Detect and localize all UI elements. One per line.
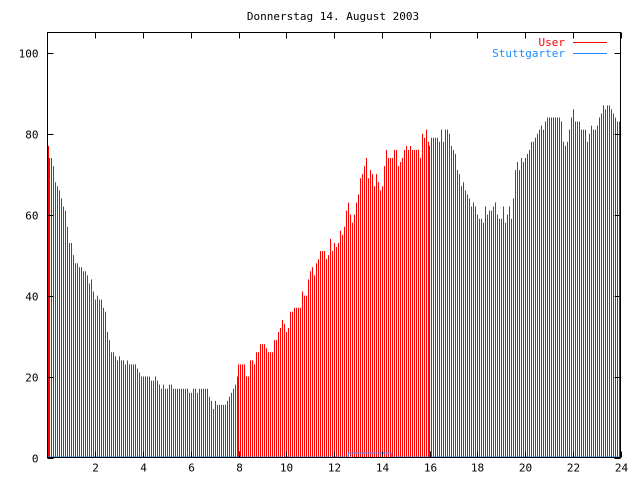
x-tick-label: 14 xyxy=(376,462,390,475)
y-tick-label: 20 xyxy=(25,372,38,385)
x-tick-label: 20 xyxy=(519,462,532,475)
x-tick-label: 22 xyxy=(567,462,580,475)
legend-label-stuttgarter: Stuttgarter xyxy=(492,47,565,60)
x-tick-label: 10 xyxy=(280,462,293,475)
y-tick-label: 80 xyxy=(25,129,38,142)
x-tick-label: 4 xyxy=(140,462,147,475)
x-tick-label: 6 xyxy=(188,462,195,475)
legend: User Stuttgarter xyxy=(492,36,607,60)
x-tick-label: 16 xyxy=(424,462,437,475)
x-tick-label: 2 xyxy=(92,462,99,475)
x-tick-label: 18 xyxy=(471,462,484,475)
y-tick-label: 40 xyxy=(25,291,38,304)
legend-label-user: User xyxy=(539,36,566,49)
y-tick-label: 0 xyxy=(32,453,39,466)
x-tick-label: 24 xyxy=(615,462,629,475)
x-tick-label: 8 xyxy=(236,462,243,475)
chart-title: Donnerstag 14. August 2003 xyxy=(247,10,419,23)
y-tick-label: 60 xyxy=(25,210,38,223)
y-tick-label: 100 xyxy=(19,48,39,61)
user-bars xyxy=(48,105,620,458)
x-tick-label: 12 xyxy=(328,462,341,475)
